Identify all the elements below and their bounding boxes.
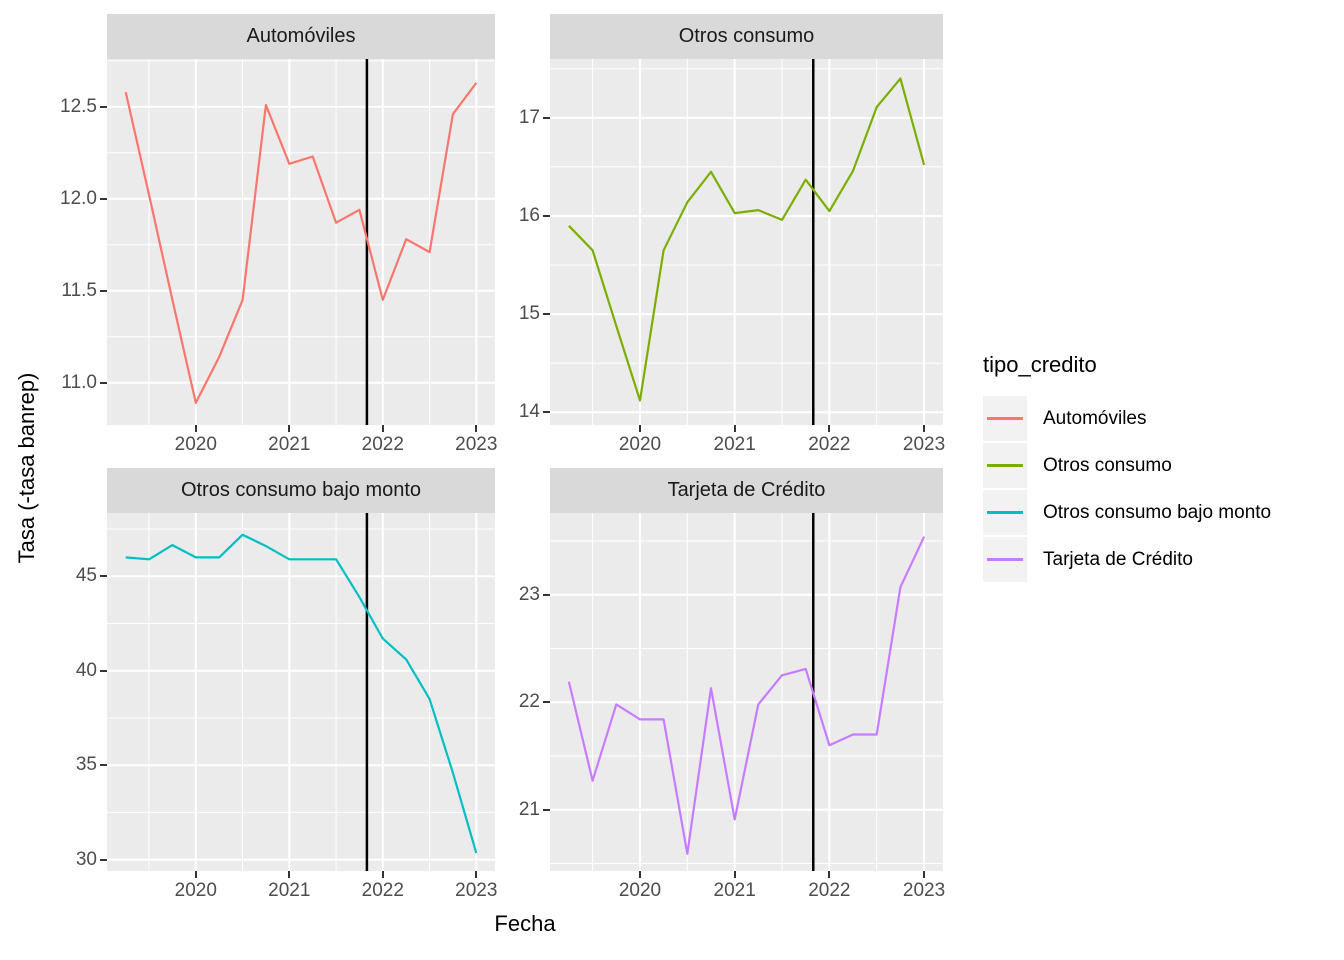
legend-key-automoviles <box>983 396 1027 441</box>
y-tick-mark <box>100 764 107 767</box>
y-tick-mark <box>543 593 550 596</box>
facet-panel-tarjeta-de-credito <box>550 513 943 871</box>
facet-strip-otros-consumo: Otros consumo <box>550 14 943 59</box>
facet-title: Automóviles <box>246 25 356 47</box>
x-tick-label: 2022 <box>808 880 851 901</box>
x-tick-label: 2023 <box>455 880 498 901</box>
y-tick-label: 17 <box>518 106 540 128</box>
x-tick-mark <box>828 425 831 432</box>
facet-panel-otros-consumo-bajo-monto <box>107 513 495 871</box>
x-tick-label: 2023 <box>902 880 946 901</box>
y-axis-title: Tasa (-tasa banrep) <box>14 372 39 564</box>
y-tick-label: 30 <box>75 848 97 870</box>
x-tick-label: 2020 <box>618 880 662 901</box>
series-line <box>568 77 926 402</box>
y-tick-label: 14 <box>518 401 540 423</box>
y-tick-mark <box>543 808 550 811</box>
x-tick-label: 2022 <box>808 434 851 455</box>
y-tick-mark <box>100 197 107 200</box>
y-tick-label: 12.0 <box>60 187 97 209</box>
legend-key-otros-consumo-bajo-monto <box>983 490 1027 535</box>
y-tick-mark <box>100 575 107 578</box>
y-tick-mark <box>543 411 550 414</box>
legend-label-otros-consumo-bajo-monto: Otros consumo bajo monto <box>1043 502 1272 523</box>
y-tick-label: 11.0 <box>61 371 97 393</box>
y-tick-mark <box>100 289 107 292</box>
y-tick-label: 11.5 <box>61 279 97 301</box>
y-tick-mark <box>100 105 107 108</box>
y-tick-mark <box>100 858 107 861</box>
facet-title: Tarjeta de Crédito <box>667 479 826 501</box>
x-tick-mark <box>381 425 384 432</box>
x-tick-label: 2020 <box>174 880 217 901</box>
x-tick-mark <box>638 425 641 432</box>
series-line <box>567 536 926 855</box>
y-tick-label: 45 <box>75 565 97 587</box>
x-tick-label: 2023 <box>455 434 498 455</box>
y-tick-label: 22 <box>518 691 540 713</box>
y-tick-label: 12.5 <box>60 95 97 117</box>
facet-title: Otros consumo <box>678 25 815 47</box>
y-tick-label: 21 <box>518 798 540 820</box>
y-tick-mark <box>100 669 107 672</box>
x-tick-mark <box>475 871 478 878</box>
legend-key-tarjeta-de-credito <box>983 537 1027 582</box>
x-tick-mark <box>288 425 291 432</box>
x-tick-label: 2021 <box>268 434 311 455</box>
legend-label-otros-consumo: Otros consumo <box>1043 455 1172 476</box>
facet-panel-automoviles <box>107 59 495 425</box>
y-tick-mark <box>100 381 107 384</box>
x-tick-mark <box>923 871 926 878</box>
x-axis-title: Fecha <box>494 911 556 936</box>
y-tick-mark <box>543 116 550 119</box>
x-tick-mark <box>194 425 197 432</box>
legend-label-automoviles: Automóviles <box>1043 408 1147 429</box>
facet-strip-otros-consumo-bajo-monto: Otros consumo bajo monto <box>107 468 495 513</box>
series-line <box>124 82 478 404</box>
panel-background <box>550 513 943 871</box>
x-tick-label: 2020 <box>618 434 662 455</box>
facet-strip-tarjeta-de-credito: Tarjeta de Crédito <box>550 468 943 513</box>
facet-strip-automoviles: Automóviles <box>107 14 495 59</box>
x-tick-mark <box>288 871 291 878</box>
x-tick-label: 2022 <box>361 880 404 901</box>
x-tick-mark <box>638 871 641 878</box>
x-tick-label: 2021 <box>713 434 756 455</box>
x-tick-mark <box>733 425 736 432</box>
series-line <box>125 533 478 854</box>
y-tick-label: 23 <box>518 583 540 605</box>
legend-key-otros-consumo <box>983 443 1027 488</box>
x-tick-mark <box>733 871 736 878</box>
legend: tipo_credito Automóviles Otros consumo O… <box>983 0 1333 960</box>
x-tick-label: 2021 <box>713 880 756 901</box>
y-tick-mark <box>543 313 550 316</box>
x-tick-mark <box>828 871 831 878</box>
x-tick-label: 2022 <box>361 434 404 455</box>
x-tick-mark <box>381 871 384 878</box>
legend-title: tipo_credito <box>983 352 1097 377</box>
y-tick-mark <box>543 701 550 704</box>
panel-background <box>107 513 495 871</box>
facet-title: Otros consumo bajo monto <box>180 479 422 501</box>
y-tick-label: 16 <box>518 204 540 226</box>
x-tick-label: 2021 <box>268 880 311 901</box>
x-tick-label: 2020 <box>174 434 217 455</box>
panel-background <box>550 59 943 425</box>
x-tick-mark <box>194 871 197 878</box>
legend-key-line <box>987 558 1023 561</box>
legend-key-line <box>987 417 1023 420</box>
facet-panel-otros-consumo <box>550 59 943 425</box>
legend-key-line <box>987 511 1023 514</box>
x-tick-mark <box>475 425 478 432</box>
panel-background <box>107 59 495 425</box>
y-tick-label: 35 <box>75 754 97 776</box>
x-tick-label: 2023 <box>902 434 946 455</box>
legend-label-tarjeta-de-credito: Tarjeta de Crédito <box>1043 549 1193 570</box>
x-tick-mark <box>923 425 926 432</box>
y-tick-label: 15 <box>518 303 540 325</box>
legend-key-line <box>987 464 1023 467</box>
y-tick-mark <box>543 214 550 217</box>
y-tick-label: 40 <box>75 659 97 681</box>
